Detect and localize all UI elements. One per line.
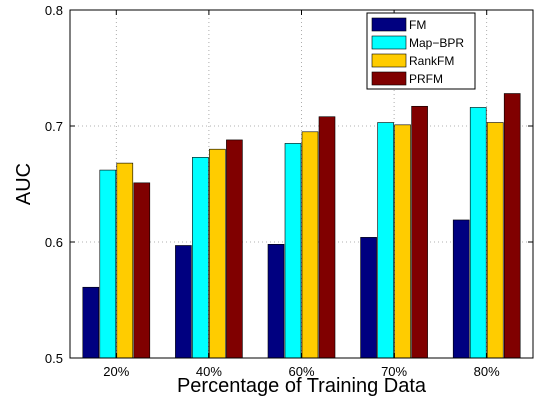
bar [318,116,336,359]
legend: FM Map−BPR RankFM PRFM [366,12,476,90]
bar [226,139,243,359]
y-tick-label: 0.6 [45,235,63,250]
bar [360,237,377,359]
bar [284,143,302,359]
y-tick-label: 0.8 [45,3,63,18]
bar [267,244,285,359]
legend-swatch [371,53,407,68]
legend-swatch [371,17,407,32]
ticks: 0.5 0.6 0.7 0.8 20% 40% 60% 70% 80% [45,3,533,379]
legend-label: Map−BPR [409,36,464,50]
bar [192,157,209,359]
y-tick-label: 0.5 [45,351,63,366]
y-axis-label: AUC [13,163,35,205]
x-tick-label: 60% [288,364,314,379]
bar [301,131,319,359]
bar [411,105,428,359]
bar [82,286,100,359]
bar [175,245,192,359]
bar [394,124,411,359]
bar [99,169,117,359]
x-axis-label: Percentage of Training Data [177,375,427,397]
legend-swatch [371,71,407,86]
legend-label: RankFM [409,54,454,68]
legend-swatch [371,35,407,50]
x-tick-label: 70% [381,364,407,379]
bar [469,107,487,359]
y-tick-label: 0.7 [45,119,63,134]
x-tick-label: 80% [474,364,500,379]
bar [116,162,134,359]
bar [209,148,226,359]
legend-label: FM [409,18,426,32]
bars [82,93,521,359]
bar [452,219,470,359]
legend-label: PRFM [409,72,443,86]
x-tick-label: 40% [196,364,222,379]
bar [486,122,504,359]
bar [133,182,151,359]
bar [503,93,521,359]
bar [377,122,394,359]
x-tick-label: 20% [103,364,129,379]
